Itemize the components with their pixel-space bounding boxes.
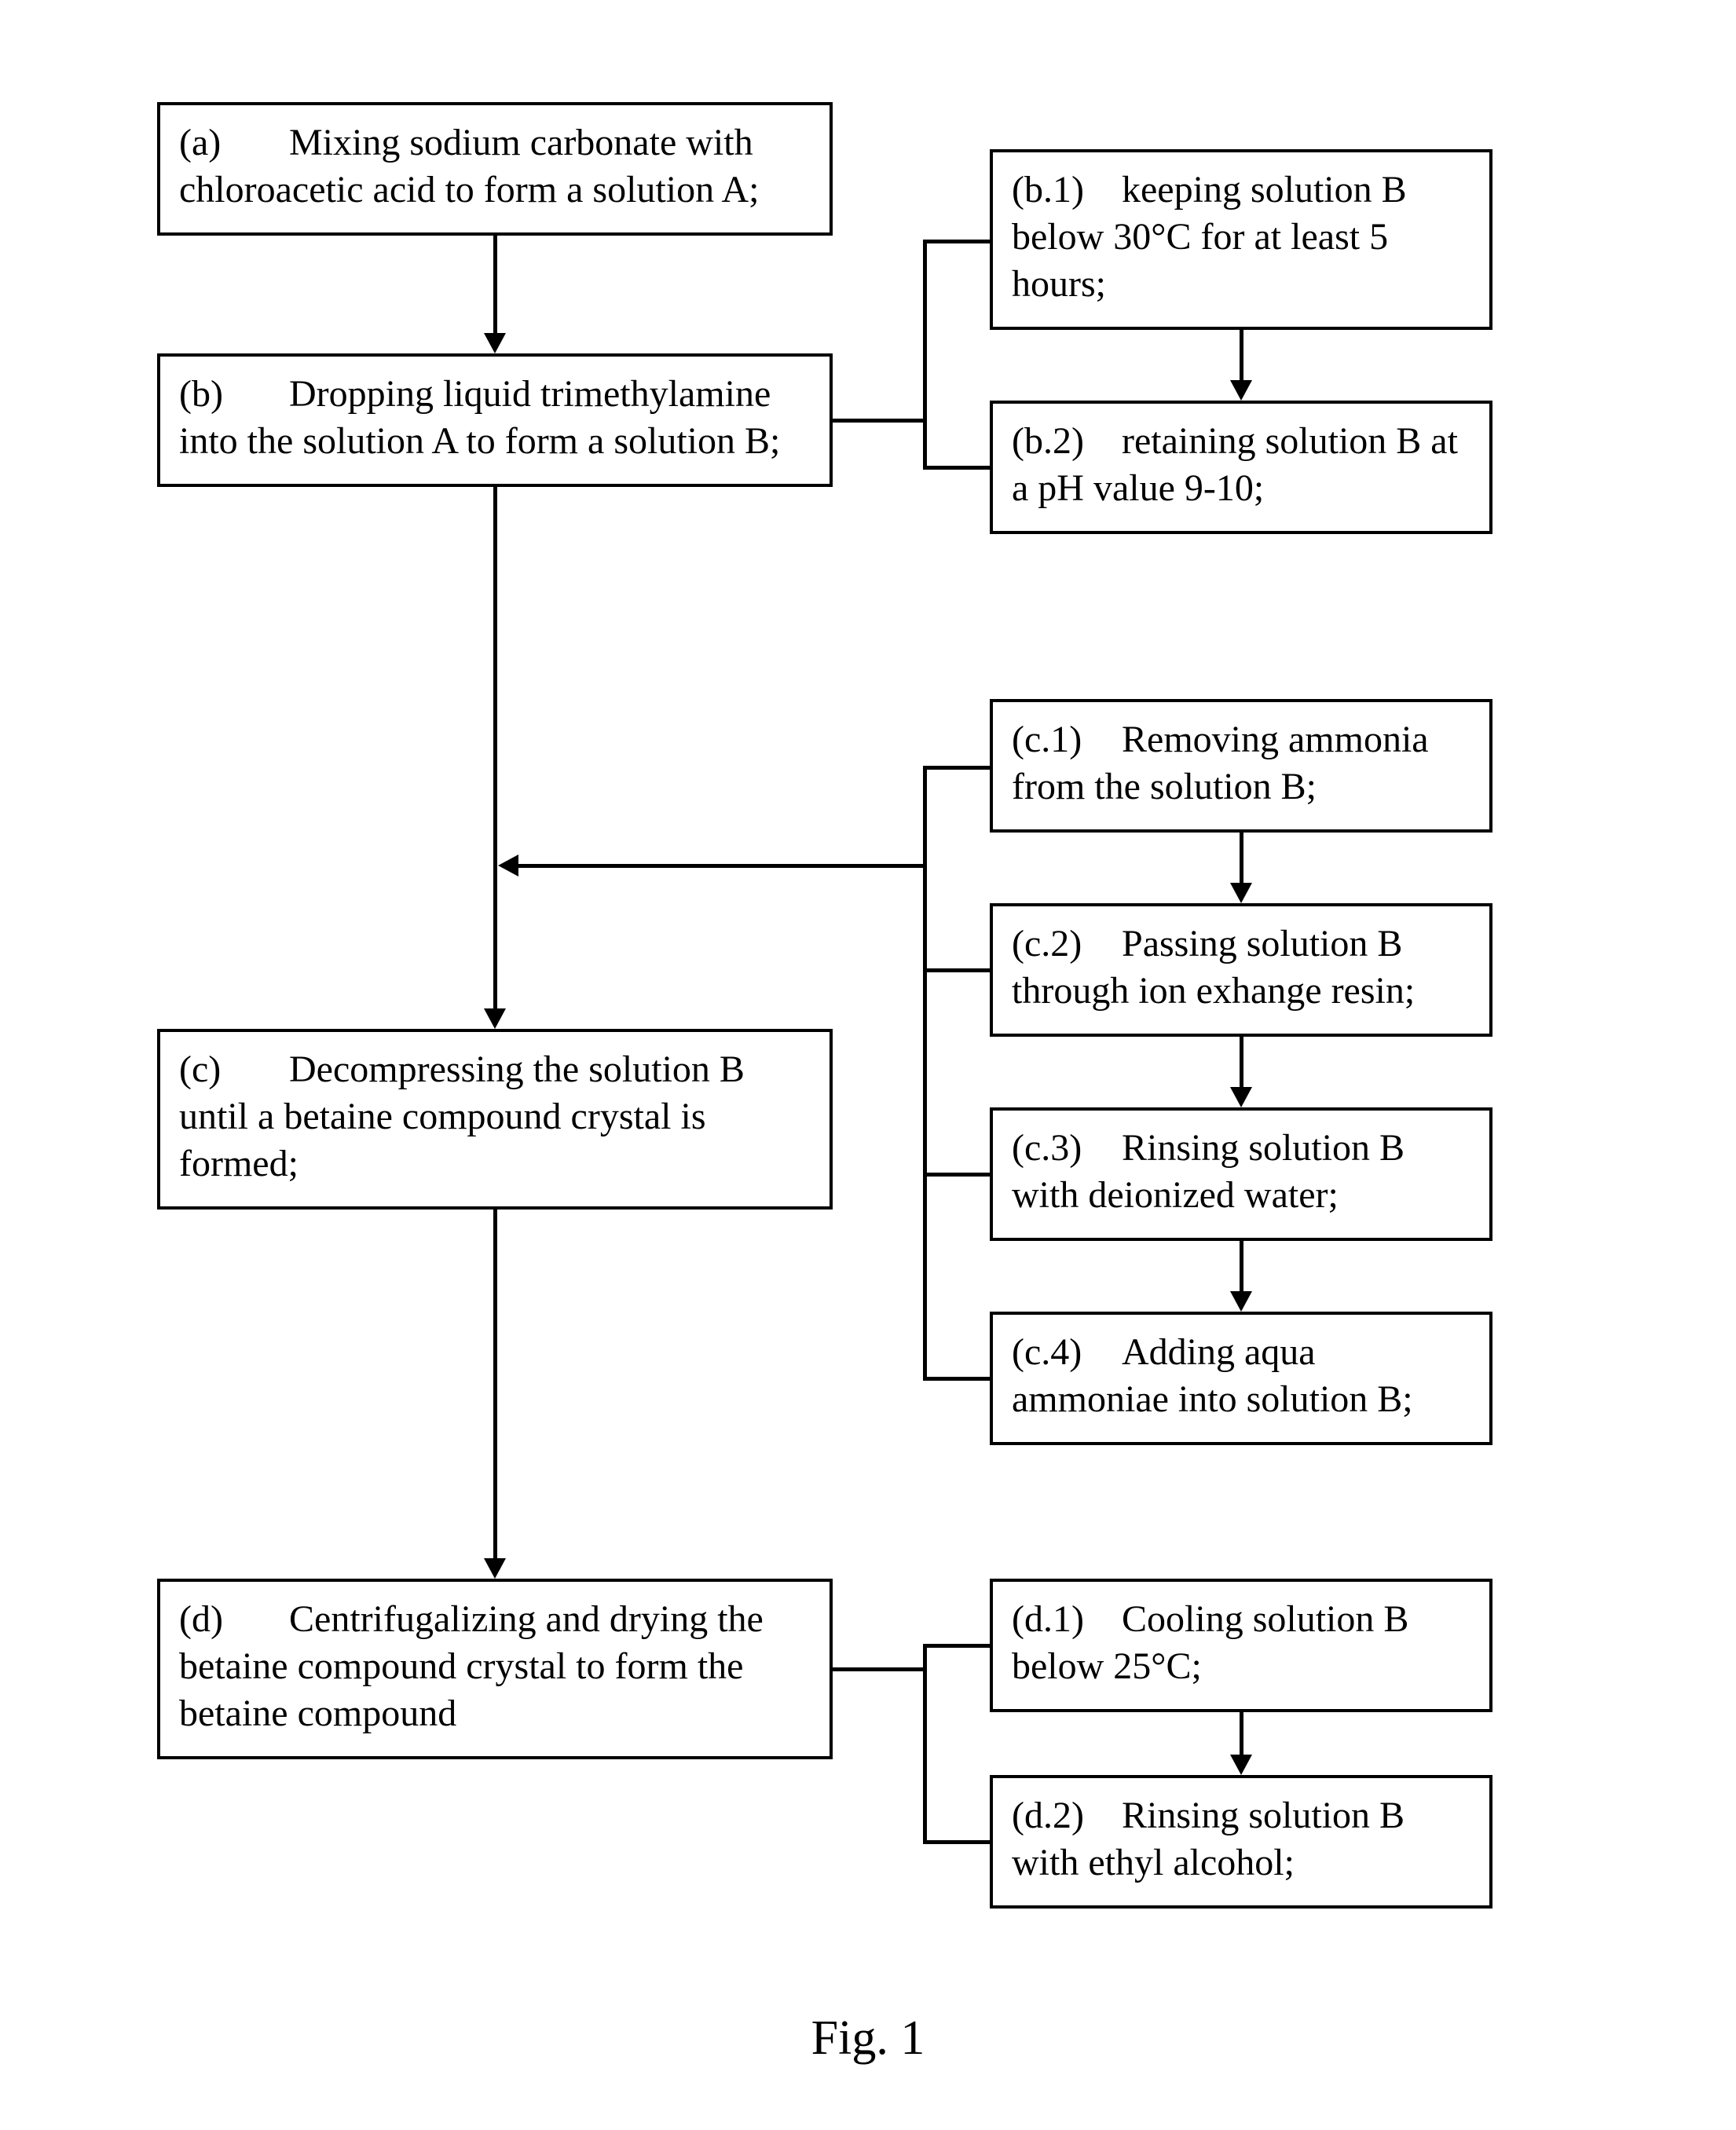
node-c: (c)Decompressing the solution B until a … <box>157 1029 833 1210</box>
bracket-c-arm3 <box>923 1173 990 1177</box>
node-c1-label: (c.1) <box>1012 716 1122 763</box>
edge-d1-d2-head <box>1230 1755 1252 1775</box>
edge-a-b <box>493 236 497 335</box>
edge-c2-c3-head <box>1230 1087 1252 1107</box>
node-b: (b)Dropping liquid trimethylamine into t… <box>157 353 833 487</box>
node-d2-label: (d.2) <box>1012 1792 1122 1839</box>
bracket-b-bottom <box>923 466 990 470</box>
node-b2-label: (b.2) <box>1012 418 1122 465</box>
node-b-label: (b) <box>179 371 289 418</box>
edge-b-c <box>493 487 497 1010</box>
node-c-label: (c) <box>179 1046 289 1093</box>
edge-c2-c3 <box>1240 1037 1243 1089</box>
node-d-label: (d) <box>179 1596 289 1643</box>
edge-a-b-head <box>484 333 506 353</box>
bracket-b-connector <box>833 419 927 423</box>
edge-c1-c2-head <box>1230 883 1252 903</box>
figure-label: Fig. 1 <box>811 2011 925 2066</box>
node-c4: (c.4)Adding aqua ammoniae into solution … <box>990 1312 1492 1445</box>
bracket-c-to-main-head <box>498 855 518 877</box>
node-d: (d)Centrifugalizing and drying the betai… <box>157 1579 833 1759</box>
edge-b1-b2-head <box>1230 380 1252 401</box>
edge-c-d <box>493 1210 497 1560</box>
bracket-d-spine <box>923 1644 927 1842</box>
bracket-c-arm1 <box>923 766 990 770</box>
edge-c1-c2 <box>1240 833 1243 884</box>
node-a: (a)Mixing sodium carbonate with chloroac… <box>157 102 833 236</box>
node-d1: (d.1)Cooling solution B below 25°C; <box>990 1579 1492 1712</box>
node-c2-label: (c.2) <box>1012 920 1122 968</box>
node-d2: (d.2)Rinsing solution B with ethyl alcoh… <box>990 1775 1492 1909</box>
node-b2: (b.2)retaining solution B at a pH value … <box>990 401 1492 534</box>
bracket-d-connector <box>833 1667 927 1671</box>
node-c3-label: (c.3) <box>1012 1125 1122 1172</box>
node-b1: (b.1)keeping solution B below 30°C for a… <box>990 149 1492 330</box>
edge-d1-d2 <box>1240 1712 1243 1756</box>
node-c1: (c.1)Removing ammonia from the solution … <box>990 699 1492 833</box>
bracket-c-spine <box>923 766 927 1378</box>
bracket-b-top <box>923 240 990 243</box>
bracket-c-arm4 <box>923 1377 990 1381</box>
flowchart-container: (a)Mixing sodium carbonate with chloroac… <box>157 102 1579 1987</box>
bracket-b-spine <box>923 240 927 467</box>
node-c3: (c.3)Rinsing solution B with deionized w… <box>990 1107 1492 1241</box>
node-b1-label: (b.1) <box>1012 167 1122 214</box>
edge-c-d-head <box>484 1558 506 1579</box>
bracket-c-to-main <box>518 864 927 868</box>
bracket-d-top <box>923 1644 990 1648</box>
bracket-d-bottom <box>923 1840 990 1844</box>
edge-b-c-head <box>484 1008 506 1029</box>
node-c2: (c.2)Passing solution B through ion exha… <box>990 903 1492 1037</box>
node-c4-label: (c.4) <box>1012 1329 1122 1376</box>
node-a-label: (a) <box>179 119 289 167</box>
edge-b1-b2 <box>1240 330 1243 382</box>
node-d1-label: (d.1) <box>1012 1596 1122 1643</box>
bracket-c-arm2 <box>923 968 990 972</box>
edge-c3-c4-head <box>1230 1291 1252 1312</box>
edge-c3-c4 <box>1240 1241 1243 1293</box>
